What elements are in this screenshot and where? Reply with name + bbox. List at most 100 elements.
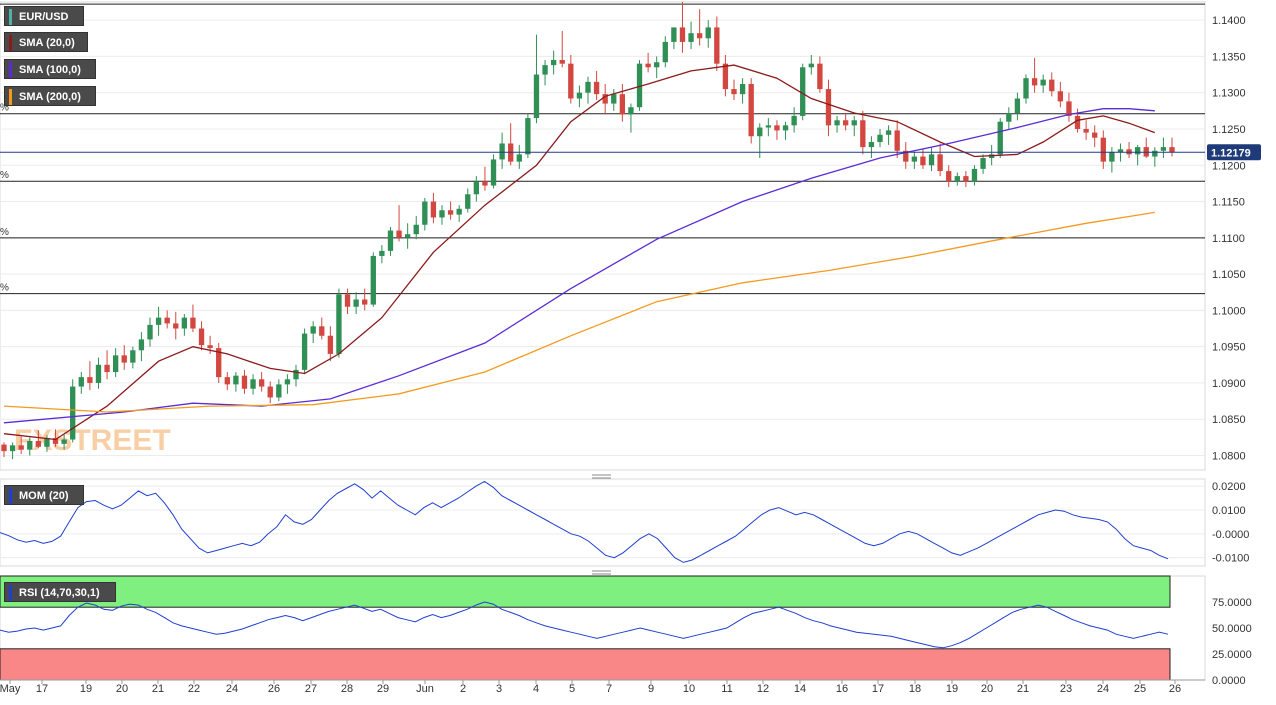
candle-body (722, 63, 729, 90)
x-axis-label: 22 (188, 683, 200, 695)
candle-body (559, 60, 565, 64)
instrument-label[interactable]: EUR/USD (4, 6, 84, 26)
rsi-tick-label: 25.0000 (1212, 649, 1252, 661)
candle-body (396, 230, 402, 238)
candle-body (654, 62, 660, 68)
candle-body (78, 377, 84, 387)
x-axis-label: 20 (116, 683, 128, 695)
candle-body (765, 125, 772, 128)
level-marker: % (0, 227, 9, 238)
x-axis-label: 23 (1060, 683, 1072, 695)
candle-body (636, 63, 643, 108)
rsi-overbought-zone (0, 575, 1171, 608)
candle-body (774, 125, 780, 131)
candle-body (18, 445, 24, 450)
x-axis-label: 24 (226, 683, 238, 695)
candle-body (868, 142, 875, 148)
x-axis-label: 17 (872, 683, 884, 695)
candle-body (860, 120, 866, 148)
candle-body (516, 154, 522, 162)
candle-body (422, 201, 428, 225)
x-axis-label: 27 (305, 683, 317, 695)
candle-body (310, 326, 316, 334)
price-tick-label: 1.1150 (1212, 197, 1245, 209)
candle-body (284, 379, 291, 385)
legend-sma-100[interactable]: SMA (100,0) (4, 59, 96, 79)
candle-body (267, 386, 273, 398)
candle-body (971, 168, 978, 182)
candle-body (293, 369, 299, 380)
candle-body (482, 181, 488, 186)
candle-body (885, 130, 892, 135)
candle-body (593, 81, 600, 95)
candle-body (27, 440, 33, 450)
candle-body (379, 250, 385, 256)
sma-20-swatch (9, 35, 12, 51)
candle-body (688, 33, 694, 42)
candle-body (319, 326, 325, 336)
price-tick-label: 1.1200 (1212, 160, 1246, 172)
candle-body (52, 438, 59, 444)
candle-body (714, 27, 720, 64)
candle-body (1160, 147, 1167, 151)
candle-body (130, 350, 136, 363)
candle-body (542, 65, 548, 75)
candle-body (946, 171, 952, 182)
candle-body (696, 33, 703, 39)
candle-body (9, 445, 16, 452)
candle-body (662, 41, 668, 63)
price-tick-label: 1.1050 (1212, 269, 1246, 281)
candle-body (585, 81, 591, 93)
candle-body (911, 156, 918, 162)
candle-body (430, 201, 437, 218)
main-panel (0, 1, 1206, 471)
mom-tick-label: 0.0100 (1212, 505, 1246, 517)
candle-body (104, 364, 110, 373)
legend-sma-200[interactable]: SMA (200,0) (4, 86, 96, 106)
candle-body (894, 130, 900, 151)
candle-body (817, 63, 823, 90)
candle-body (181, 317, 188, 329)
price-tick-label: 1.1400 (1212, 15, 1246, 27)
momentum-resize-handle (592, 474, 611, 479)
x-axis-label: 19 (946, 683, 958, 695)
candle-body (1031, 78, 1038, 86)
candle-body (473, 181, 480, 195)
candle-body (920, 156, 926, 166)
candle-body (997, 121, 1003, 155)
x-axis-label: 11 (721, 683, 732, 695)
price-tick-label: 1.1000 (1212, 305, 1246, 317)
candle-body (1014, 98, 1021, 114)
x-axis-label: 25 (1134, 683, 1146, 695)
candle-body (757, 127, 763, 137)
rsi-resize-handle (592, 570, 611, 575)
price-tick-label: 1.1100 (1212, 233, 1245, 245)
candle-body (800, 67, 806, 116)
candle-body (1023, 78, 1029, 99)
candle-body (1134, 147, 1141, 155)
candle-body (447, 210, 454, 215)
candle-body (928, 154, 935, 166)
candle-body (336, 294, 342, 354)
legend-mom[interactable]: MOM (20) (4, 485, 84, 505)
candle-body (207, 345, 213, 349)
candle-body (301, 333, 308, 370)
candle-body (1117, 149, 1124, 153)
sma-100-label: SMA (100,0) (19, 64, 81, 76)
legend-sma-20[interactable]: SMA (20,0) (4, 32, 88, 52)
candle-body (499, 143, 505, 160)
price-tick-label: 1.0800 (1212, 450, 1246, 462)
candle-body (276, 384, 282, 398)
candle-body (370, 255, 376, 305)
candle-body (825, 89, 832, 126)
x-axis-label: Jun (416, 683, 434, 695)
candle-body (842, 120, 849, 126)
candle-body (550, 60, 557, 66)
legend-rsi[interactable]: RSI (14,70,30,1) (4, 582, 116, 602)
candle-body (465, 194, 471, 209)
x-axis-label: May (0, 683, 21, 695)
mom-tick-label: 0.0200 (1212, 481, 1246, 493)
candle-body (233, 375, 239, 385)
candle-body (404, 234, 411, 238)
